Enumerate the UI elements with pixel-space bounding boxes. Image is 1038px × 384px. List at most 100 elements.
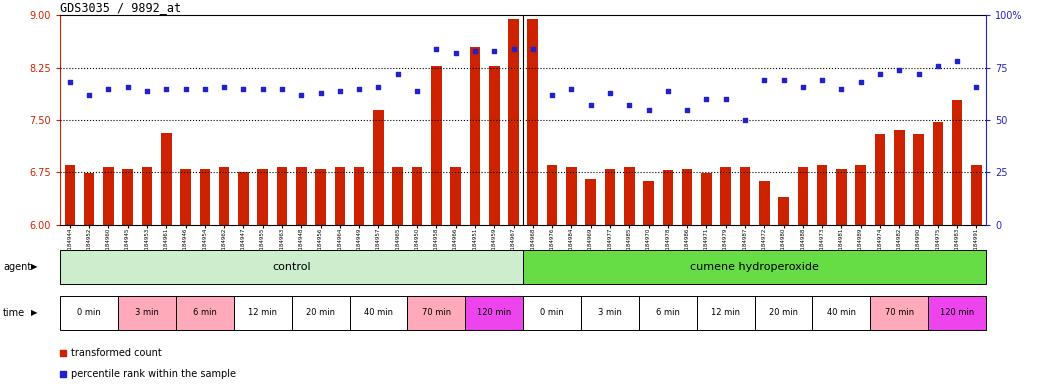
Bar	[759, 181, 769, 225]
Point	[794, 83, 811, 89]
Text: 6 min: 6 min	[656, 308, 680, 318]
Text: control: control	[272, 262, 311, 272]
Point	[293, 92, 309, 98]
Point	[254, 86, 271, 92]
Bar	[354, 167, 364, 225]
Point	[737, 117, 754, 123]
Text: 40 min: 40 min	[364, 308, 393, 318]
Bar	[932, 122, 944, 225]
Bar	[334, 167, 346, 225]
Bar	[219, 167, 229, 225]
Bar	[392, 167, 403, 225]
Text: time: time	[3, 308, 25, 318]
Point	[852, 79, 869, 85]
Point	[119, 83, 136, 89]
Point	[331, 88, 348, 94]
Bar	[696, 296, 755, 330]
Point	[312, 90, 329, 96]
Text: 3 min: 3 min	[598, 308, 622, 318]
Text: 0 min: 0 min	[77, 308, 101, 318]
Point	[563, 86, 579, 92]
Bar	[450, 167, 461, 225]
Bar	[103, 167, 114, 225]
Text: 12 min: 12 min	[711, 308, 740, 318]
Point	[139, 88, 156, 94]
Text: 70 min: 70 min	[421, 308, 450, 318]
Point	[486, 48, 502, 54]
Bar	[952, 101, 962, 225]
Point	[814, 77, 830, 83]
Bar	[740, 167, 750, 225]
Bar	[175, 296, 234, 330]
Bar	[118, 296, 175, 330]
Text: agent: agent	[3, 262, 31, 272]
Bar	[257, 169, 268, 225]
Point	[756, 77, 772, 83]
Bar	[755, 296, 813, 330]
Text: 20 min: 20 min	[306, 308, 335, 318]
Point	[968, 83, 985, 89]
Point	[158, 86, 174, 92]
Point	[775, 77, 792, 83]
Bar	[161, 133, 171, 225]
Text: ▶: ▶	[31, 308, 37, 318]
Point	[834, 86, 850, 92]
Bar	[60, 250, 523, 284]
Bar	[84, 173, 94, 225]
Bar	[412, 167, 422, 225]
Point	[61, 79, 78, 85]
Bar	[875, 134, 885, 225]
Text: 3 min: 3 min	[135, 308, 159, 318]
Point	[506, 46, 522, 52]
Point	[274, 86, 291, 92]
Bar	[605, 169, 616, 225]
Point	[544, 92, 561, 98]
Text: 120 min: 120 min	[940, 308, 975, 318]
Point	[389, 71, 406, 77]
Bar	[566, 167, 577, 225]
Bar	[465, 296, 523, 330]
Point	[100, 86, 116, 92]
Bar	[122, 169, 133, 225]
Bar	[682, 169, 692, 225]
Bar	[489, 66, 499, 225]
Bar	[407, 296, 465, 330]
Point	[659, 88, 676, 94]
Bar	[837, 169, 847, 225]
Point	[216, 83, 233, 89]
Bar	[527, 19, 538, 225]
Text: GDS3035 / 9892_at: GDS3035 / 9892_at	[60, 1, 182, 14]
Bar	[624, 167, 634, 225]
Text: cumene hydroperoxide: cumene hydroperoxide	[690, 262, 819, 272]
Point	[872, 71, 889, 77]
Text: 70 min: 70 min	[884, 308, 913, 318]
Bar	[972, 166, 982, 225]
Bar	[234, 296, 292, 330]
Text: 40 min: 40 min	[827, 308, 856, 318]
Point	[891, 67, 907, 73]
Point	[196, 86, 213, 92]
Point	[335, 290, 352, 296]
Point	[699, 96, 715, 102]
Point	[428, 46, 444, 52]
Point	[640, 106, 657, 113]
Bar	[523, 296, 581, 330]
Point	[409, 88, 426, 94]
Text: percentile rank within the sample: percentile rank within the sample	[71, 369, 236, 379]
Point	[524, 46, 541, 52]
Point	[602, 90, 619, 96]
Bar	[638, 296, 696, 330]
Bar	[60, 296, 118, 330]
Point	[930, 63, 947, 69]
Text: 12 min: 12 min	[248, 308, 277, 318]
Bar	[64, 166, 75, 225]
Bar	[894, 131, 904, 225]
Bar	[817, 166, 827, 225]
Text: 120 min: 120 min	[477, 308, 512, 318]
Bar	[720, 167, 731, 225]
Bar	[350, 296, 407, 330]
Bar	[296, 167, 306, 225]
Text: 6 min: 6 min	[193, 308, 217, 318]
Bar	[142, 167, 153, 225]
Text: 20 min: 20 min	[769, 308, 798, 318]
